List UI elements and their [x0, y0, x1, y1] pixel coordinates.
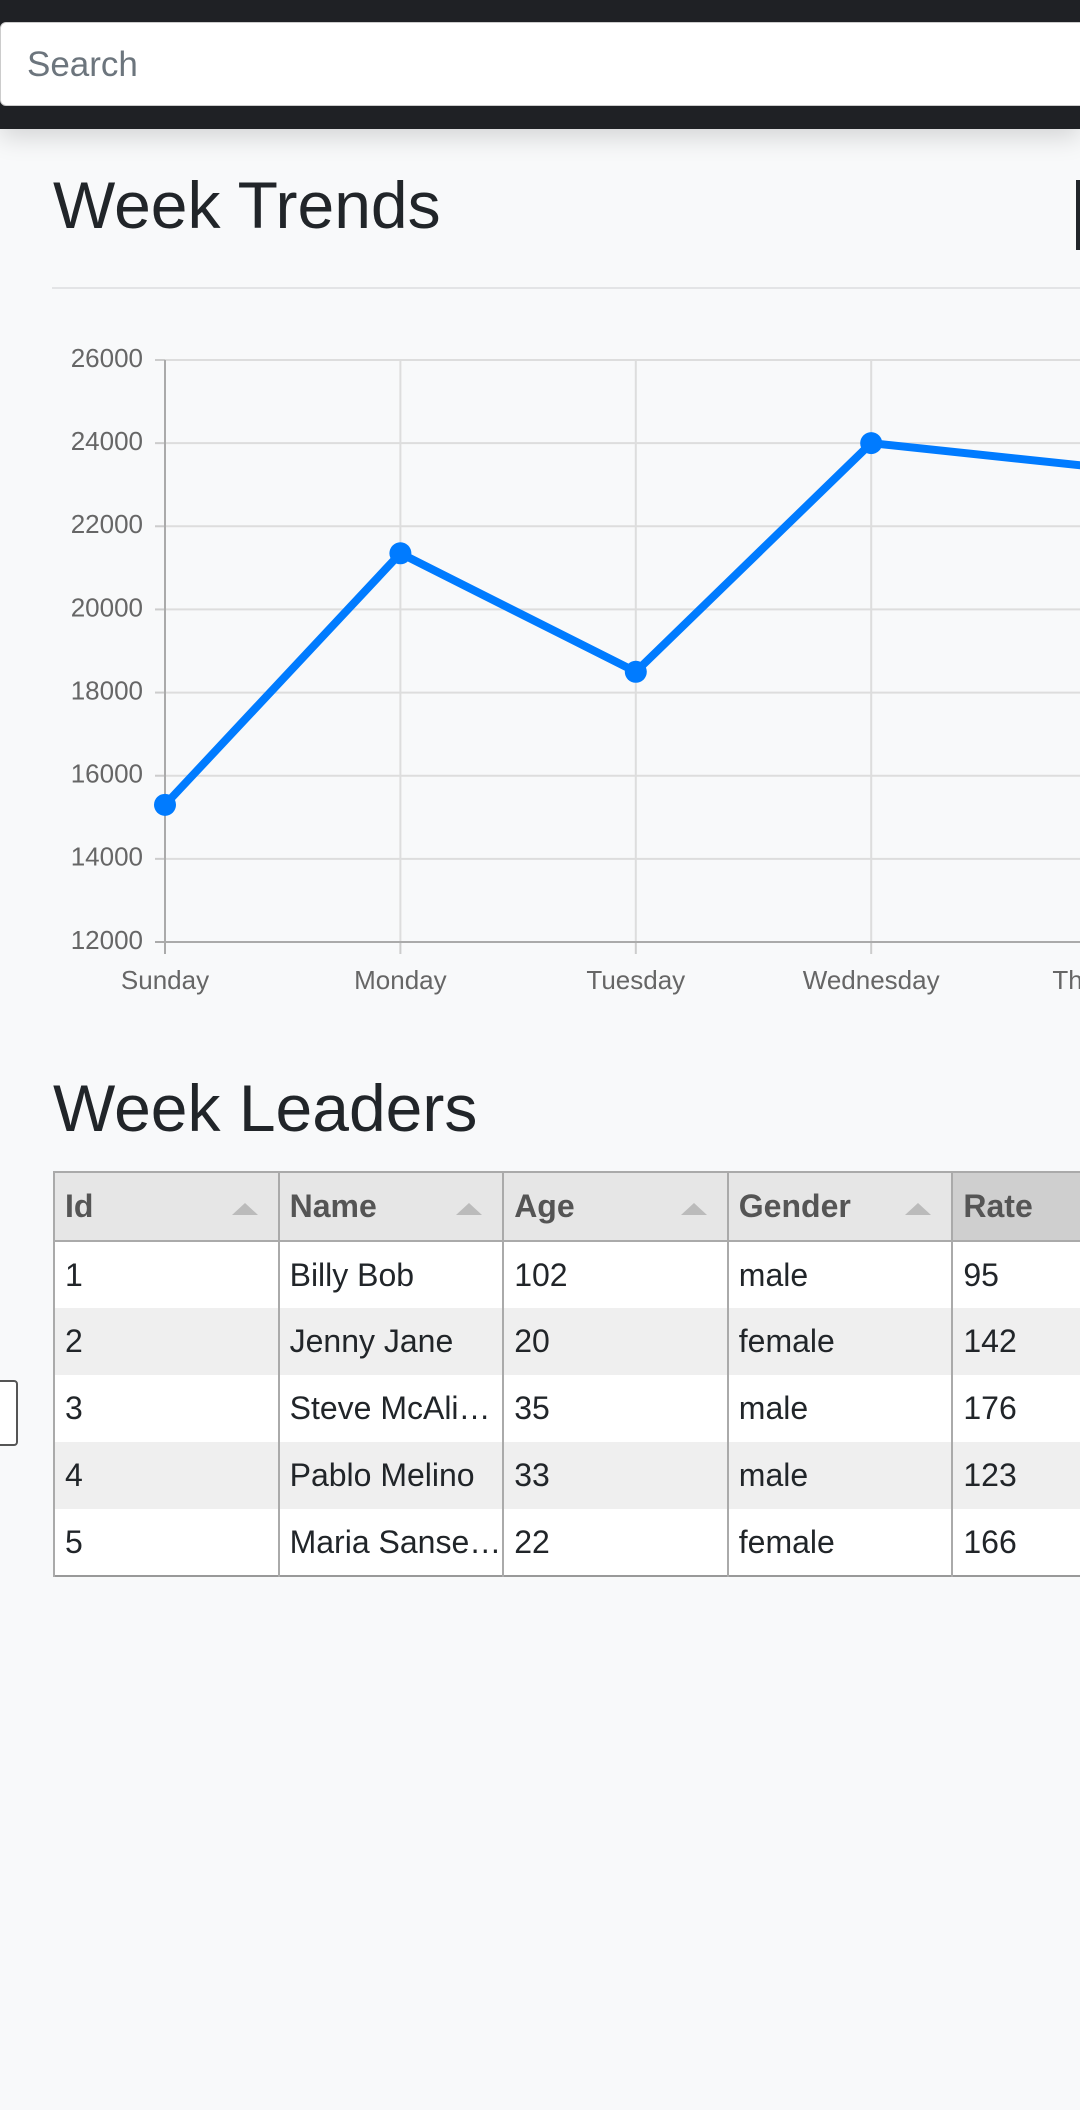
search-placeholder: Search	[27, 45, 138, 84]
x-tick-label: Wednesday	[803, 965, 940, 995]
x-tick-label: Sunday	[121, 965, 209, 995]
sort-arrow	[456, 1203, 483, 1215]
chart: 12000 14000 16000 18000 20000 22000 24000 26000…	[71, 343, 1080, 995]
sort-arrow	[905, 1203, 932, 1215]
table-cell: female	[726, 1509, 954, 1576]
table-cell: 166	[951, 1509, 1080, 1576]
y-tick-label: 20000	[71, 592, 143, 622]
data-point	[154, 793, 176, 816]
y-tick-label: 22000	[71, 509, 143, 539]
table-cell: male	[726, 1442, 954, 1509]
table-cell: 3	[53, 1375, 280, 1442]
table-cell: 5	[53, 1509, 280, 1576]
top-bar: Search	[0, 0, 1080, 129]
column-header[interactable]: Gender	[726, 1171, 954, 1242]
y-tick-label: 16000	[71, 759, 143, 789]
column-header[interactable]: Id	[53, 1171, 280, 1242]
y-tick-label: 14000	[71, 842, 143, 872]
column-header[interactable]: Age	[502, 1171, 729, 1242]
y-tick-label: 12000	[71, 925, 143, 955]
table-cell: 102	[502, 1241, 729, 1308]
x-tick-label: Thursday	[1052, 965, 1080, 995]
data-point	[389, 542, 412, 565]
trends-heading: Week Trends	[53, 168, 441, 242]
search-input[interactable]: Search	[0, 22, 1080, 106]
table-cell: 95	[951, 1241, 1080, 1308]
y-tick-label: 24000	[71, 426, 143, 456]
table-row: 4 Pablo Melino 33 male 123	[53, 1442, 1080, 1509]
column-title: Rate	[963, 1188, 1033, 1224]
x-tick-label: Monday	[354, 965, 447, 995]
table-row: 2 Jenny Jane 20 female 142	[53, 1308, 1080, 1375]
table-cell: male	[726, 1375, 954, 1442]
table-cell: 33	[502, 1442, 729, 1509]
table-cell: 2	[53, 1308, 280, 1375]
table-cell: 123	[951, 1442, 1080, 1509]
table-cell: Pablo Melino	[277, 1442, 505, 1509]
divider	[52, 287, 1080, 289]
table-cell: 1	[53, 1241, 280, 1308]
table-row: 3 Steve McAli… 35 male 176	[53, 1375, 1080, 1442]
table-cell: Jenny Jane	[277, 1308, 505, 1375]
column-title: Name	[289, 1188, 377, 1224]
column-title: Id	[65, 1188, 94, 1224]
column-header[interactable]: Name	[277, 1171, 505, 1242]
y-tick-label: 18000	[71, 675, 143, 705]
column-header[interactable]: Rate	[951, 1171, 1080, 1242]
table-cell: 22	[502, 1509, 729, 1576]
table-cell: Billy Bob	[277, 1241, 505, 1308]
table-row: 5 Maria Sanse… 22 female 166	[53, 1509, 1080, 1576]
table-cell: female	[726, 1308, 954, 1375]
table-cell: 142	[951, 1308, 1080, 1375]
table-cell: 176	[951, 1375, 1080, 1442]
table-cell: male	[726, 1241, 954, 1308]
side-button[interactable]	[1076, 180, 1080, 250]
y-tick-label: 26000	[71, 343, 143, 373]
data-line	[162, 439, 1080, 808]
sort-arrow	[680, 1203, 707, 1215]
table-cell: 35	[502, 1375, 729, 1442]
leaders-heading: Week Leaders	[53, 1071, 478, 1145]
leaders-table: Id Name Age Gender Rate 1 Billy Bob 102 male 95 2 J…	[53, 1171, 1080, 1577]
data-point	[860, 432, 883, 455]
data-point	[624, 660, 647, 683]
table-cell: 20	[502, 1308, 729, 1375]
sort-arrow	[231, 1203, 258, 1215]
table-cell: Maria Sanse…	[277, 1509, 505, 1576]
side-control[interactable]	[0, 1380, 18, 1446]
table-cell: Steve McAli…	[277, 1375, 505, 1442]
table-row: 1 Billy Bob 102 male 95	[53, 1241, 1080, 1308]
column-title: Gender	[738, 1188, 851, 1224]
column-title: Age	[514, 1188, 575, 1224]
x-tick-label: Tuesday	[586, 965, 685, 995]
table-cell: 4	[53, 1442, 280, 1509]
